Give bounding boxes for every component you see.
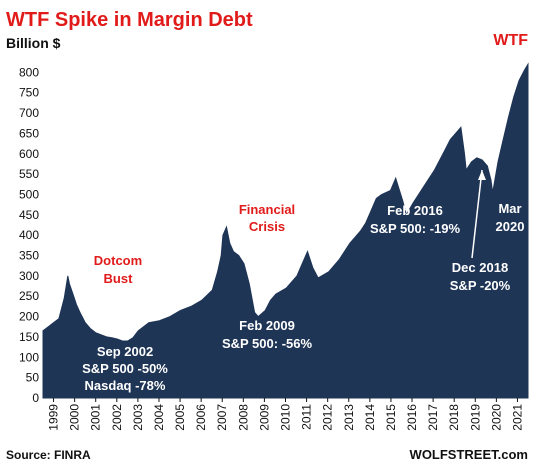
annotation-label: 2020 xyxy=(496,219,525,234)
x-tick-label: 2012 xyxy=(321,404,335,431)
x-ticks: 1999 2000 2001 2002 2003 2004 2005 2006 2007 2008… xyxy=(47,398,524,431)
y-tick-label: 650 xyxy=(19,126,39,140)
annotation-label: Crisis xyxy=(249,219,285,234)
x-tick-label: 1999 xyxy=(47,404,61,431)
annotation-label: Dec 2018 xyxy=(452,260,508,275)
y-tick-label: 800 xyxy=(19,65,39,79)
x-tick-label: 2009 xyxy=(257,404,271,431)
y-tick-label: 0 xyxy=(32,391,39,405)
y-tick-label: 600 xyxy=(19,147,39,161)
x-tick-label: 2010 xyxy=(279,404,293,431)
annotation-arrowhead xyxy=(478,170,486,180)
x-tick-label: 2011 xyxy=(300,404,314,430)
x-tick-label: 2019 xyxy=(468,404,482,431)
y-tick-label: 250 xyxy=(19,289,39,303)
y-tick-label: 200 xyxy=(19,310,39,324)
annotation-arrow xyxy=(471,169,483,259)
x-tick-label: 2013 xyxy=(342,404,356,431)
y-tick-label: 550 xyxy=(19,167,39,181)
x-tick-label: 2016 xyxy=(405,404,419,431)
x-tick-label: 2007 xyxy=(215,404,229,431)
y-axis-label: Billion $ xyxy=(6,35,61,51)
x-tick-label: 2004 xyxy=(152,404,166,431)
annotation-label: Nasdaq -78% xyxy=(85,378,166,393)
annotation-label: Dotcom xyxy=(94,253,142,268)
annotation-label: S&P 500 -50% xyxy=(82,361,168,376)
watermark: WOLFSTREET.com xyxy=(410,447,528,462)
y-tick-label: 500 xyxy=(19,187,39,201)
x-tick-label: 2002 xyxy=(110,404,124,431)
annotation-label: Mar xyxy=(498,201,521,216)
x-tick-label: 2000 xyxy=(68,404,82,431)
x-tick-label: 2008 xyxy=(236,404,250,431)
x-tick-label: 2006 xyxy=(194,404,208,431)
annotations: WTF Dotcom Bust Financial Crisis Sep 2002 S&P … xyxy=(82,32,528,393)
area-layer xyxy=(42,62,529,399)
x-tick-label: 2020 xyxy=(489,404,503,431)
annotation-label: S&P 500: -56% xyxy=(222,336,313,351)
x-tick-label: 2014 xyxy=(363,404,377,431)
y-tick-label: 450 xyxy=(19,208,39,222)
y-tick-label: 750 xyxy=(19,86,39,100)
y-tick-label: 700 xyxy=(19,106,39,120)
source-label: Source: FINRA xyxy=(6,448,91,462)
x-tick-label: 2018 xyxy=(447,404,461,431)
annotation-label: Feb 2009 xyxy=(239,318,295,333)
margin-debt-area xyxy=(42,62,529,399)
x-tick-label: 2001 xyxy=(89,404,103,431)
x-tick-label: 2017 xyxy=(426,404,440,431)
y-ticks: 0 50 100 150 200 250 300 350 400 450 500 550 600 650 7… xyxy=(19,65,39,405)
annotation-label: WTF xyxy=(493,32,528,49)
x-tick-label: 2021 xyxy=(510,404,524,431)
annotation-label: Sep 2002 xyxy=(97,344,153,359)
annotation-label: Financial xyxy=(239,202,295,217)
annotation-label: S&P -20% xyxy=(450,278,511,293)
chart-title: WTF Spike in Margin Debt xyxy=(6,9,253,31)
annotation-label: S&P 500: -19% xyxy=(370,221,461,236)
y-tick-label: 400 xyxy=(19,228,39,242)
x-tick-label: 2003 xyxy=(131,404,145,431)
y-tick-label: 150 xyxy=(19,330,39,344)
x-tick-label: 2005 xyxy=(173,404,187,431)
annotation-label: Feb 2016 xyxy=(387,203,443,218)
annotation-label: Bust xyxy=(104,271,134,286)
y-tick-label: 100 xyxy=(19,350,39,364)
x-tick-label: 2015 xyxy=(384,404,398,431)
y-tick-label: 350 xyxy=(19,249,39,263)
y-tick-label: 300 xyxy=(19,269,39,283)
y-tick-label: 50 xyxy=(26,371,40,385)
